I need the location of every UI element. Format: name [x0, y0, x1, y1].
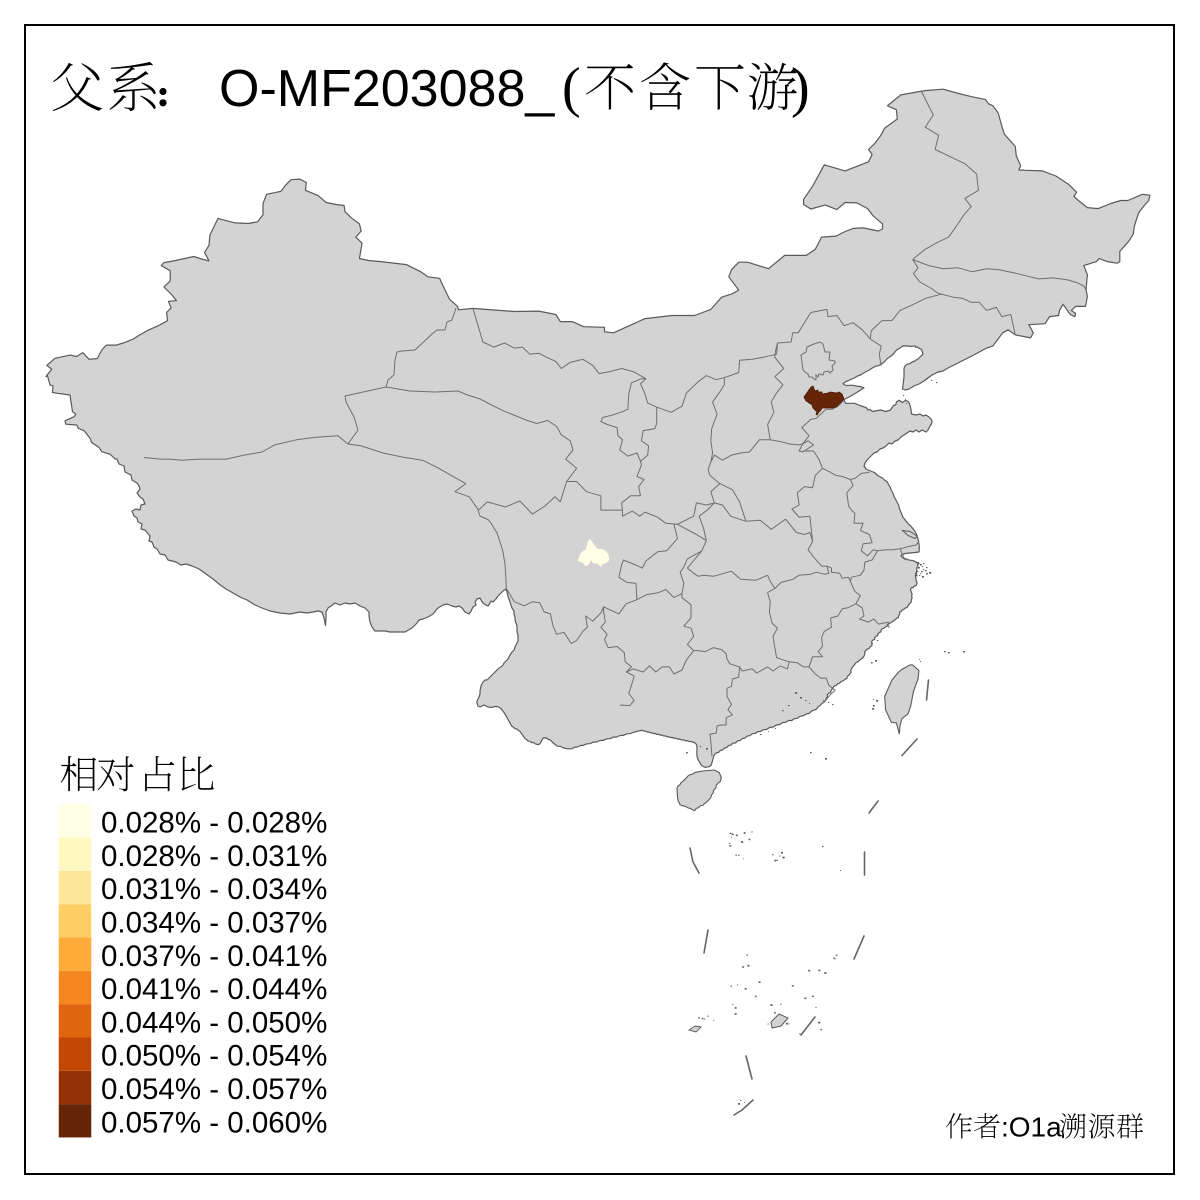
svg-text:0.044% - 0.050%: 0.044% - 0.050% [101, 1006, 327, 1039]
svg-text:0.054% - 0.057%: 0.054% - 0.057% [101, 1073, 327, 1106]
svg-text:0.041% - 0.044%: 0.041% - 0.044% [101, 973, 327, 1006]
svg-text:0.034% - 0.037%: 0.034% - 0.037% [101, 906, 327, 939]
svg-text:O-MF203088_: O-MF203088_ [219, 60, 555, 118]
svg-text:0.028% - 0.031%: 0.028% - 0.031% [101, 840, 327, 873]
svg-text:0.037% - 0.041%: 0.037% - 0.041% [101, 940, 327, 973]
svg-text:(: ( [562, 57, 581, 119]
svg-text:0.057% - 0.060%: 0.057% - 0.060% [101, 1106, 327, 1139]
svg-text:0.050% - 0.054%: 0.050% - 0.054% [101, 1040, 327, 1073]
svg-text:0.031% - 0.034%: 0.031% - 0.034% [101, 873, 327, 906]
svg-text:0.028% - 0.028%: 0.028% - 0.028% [101, 807, 327, 840]
svg-text:): ) [791, 57, 810, 119]
svg-text::O1a: :O1a [1001, 1112, 1062, 1143]
